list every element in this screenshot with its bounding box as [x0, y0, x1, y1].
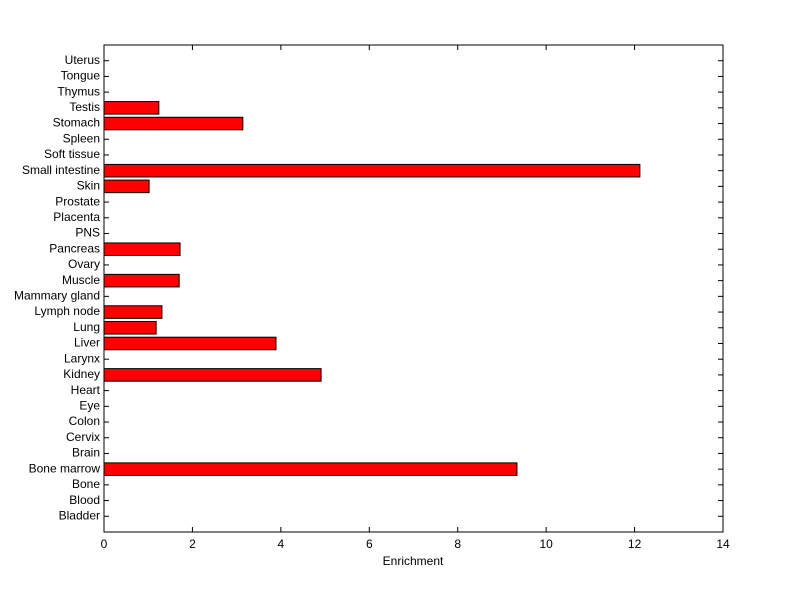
y-tick-label: Colon	[69, 414, 100, 428]
y-tick-label: Placenta	[53, 210, 100, 224]
y-tick-label: Mammary gland	[14, 289, 100, 303]
y-tick-label: PNS	[75, 226, 100, 240]
bar	[103, 368, 322, 382]
y-tick-label: Heart	[71, 383, 101, 397]
y-tick-label: Brain	[72, 446, 100, 460]
x-tick-label: 12	[628, 537, 642, 551]
y-tick-label: Soft tissue	[44, 147, 100, 161]
x-tick-label: 10	[539, 537, 553, 551]
plot-frame	[103, 44, 724, 533]
x-tick-label: 2	[189, 537, 196, 551]
y-tick-label: Larynx	[64, 351, 100, 365]
y-tick-label: Pancreas	[49, 241, 100, 255]
y-tick-label: Muscle	[62, 273, 100, 287]
y-tick-label: Uterus	[65, 53, 100, 67]
bar	[103, 336, 277, 351]
x-tick-label: 0	[101, 537, 108, 551]
y-tick-label: Tongue	[61, 69, 101, 83]
bar	[103, 101, 160, 115]
x-tick-label: 14	[716, 537, 730, 551]
x-tick-label: 6	[366, 537, 373, 551]
y-tick-label: Lung	[73, 320, 100, 334]
y-tick-label: Prostate	[55, 194, 100, 208]
bar	[103, 305, 163, 319]
y-tick-label: Kidney	[63, 367, 100, 381]
y-tick-label: Bone marrow	[29, 461, 101, 475]
y-tick-label: Bone	[72, 477, 100, 491]
y-tick-label: Lymph node	[34, 304, 100, 318]
bar	[103, 116, 244, 131]
y-tick-label: Bladder	[59, 508, 100, 522]
bar	[103, 273, 180, 288]
bar	[103, 242, 181, 257]
x-axis-label: Enrichment	[383, 554, 444, 568]
y-tick-label: Skin	[77, 179, 100, 193]
y-tick-label: Eye	[79, 398, 100, 412]
bar	[103, 320, 157, 335]
bar	[103, 462, 518, 476]
y-tick-label: Cervix	[66, 430, 100, 444]
bar	[103, 163, 641, 178]
y-tick-label: Liver	[74, 336, 100, 350]
y-tick-label: Stomach	[53, 116, 100, 130]
x-tick-label: 8	[454, 537, 461, 551]
y-tick-label: Testis	[69, 100, 100, 114]
y-tick-label: Ovary	[68, 257, 100, 271]
y-tick-label: Blood	[69, 493, 100, 507]
y-tick-label: Spleen	[63, 131, 100, 145]
x-tick-label: 4	[278, 537, 285, 551]
y-tick-label: Small intestine	[22, 163, 100, 177]
y-tick-label: Thymus	[57, 84, 100, 98]
bar	[103, 179, 150, 194]
